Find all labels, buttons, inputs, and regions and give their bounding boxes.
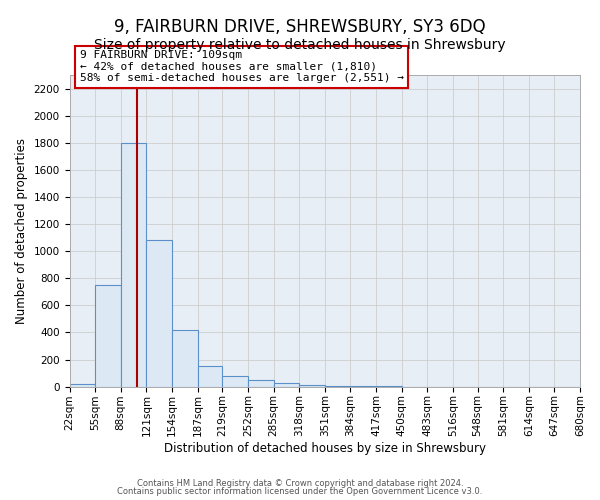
Y-axis label: Number of detached properties: Number of detached properties bbox=[15, 138, 28, 324]
Bar bbox=[274, 382, 299, 386]
Bar bbox=[248, 380, 274, 386]
Bar bbox=[197, 366, 223, 386]
Bar bbox=[146, 240, 172, 386]
Text: 9 FAIRBURN DRIVE: 109sqm
← 42% of detached houses are smaller (1,810)
58% of sem: 9 FAIRBURN DRIVE: 109sqm ← 42% of detach… bbox=[80, 50, 404, 84]
Bar bbox=[95, 285, 121, 386]
Text: Size of property relative to detached houses in Shrewsbury: Size of property relative to detached ho… bbox=[94, 38, 506, 52]
Bar bbox=[121, 143, 146, 386]
Bar bbox=[223, 376, 248, 386]
Bar bbox=[70, 384, 95, 386]
X-axis label: Distribution of detached houses by size in Shrewsbury: Distribution of detached houses by size … bbox=[164, 442, 486, 455]
Text: Contains public sector information licensed under the Open Government Licence v3: Contains public sector information licen… bbox=[118, 487, 482, 496]
Bar bbox=[172, 330, 197, 386]
Text: 9, FAIRBURN DRIVE, SHREWSBURY, SY3 6DQ: 9, FAIRBURN DRIVE, SHREWSBURY, SY3 6DQ bbox=[114, 18, 486, 36]
Text: Contains HM Land Registry data © Crown copyright and database right 2024.: Contains HM Land Registry data © Crown c… bbox=[137, 478, 463, 488]
Bar bbox=[299, 384, 325, 386]
